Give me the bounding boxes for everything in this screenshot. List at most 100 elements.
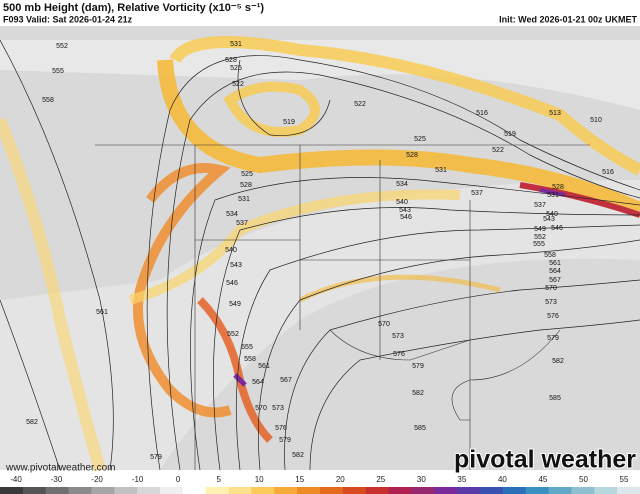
colorbar-swatch xyxy=(548,487,572,494)
colorbar-tick-label: 20 xyxy=(336,475,345,484)
geography xyxy=(95,144,590,470)
contour-label: 582 xyxy=(412,390,424,397)
contour-label: 582 xyxy=(26,419,38,426)
contour-label: 558 xyxy=(42,97,54,104)
contour-label: 561 xyxy=(549,260,561,267)
colorbar-swatch xyxy=(411,487,435,494)
contour-label: 516 xyxy=(602,169,614,176)
watermark-brand: pivotal weather xyxy=(454,446,636,474)
colorbar-swatch xyxy=(160,487,184,494)
colorbar-tick-label: 0 xyxy=(176,475,181,484)
colorbar-swatch xyxy=(388,487,412,494)
contour-label: 573 xyxy=(272,405,284,412)
contour-label: 576 xyxy=(275,425,287,432)
contour-label: 528 xyxy=(552,184,564,191)
contour-label: 546 xyxy=(400,214,412,221)
colorbar-swatch xyxy=(137,487,161,494)
contour-label: 546 xyxy=(551,225,563,232)
colorbar-tick-label: 15 xyxy=(295,475,304,484)
colorbar-tick-label: -30 xyxy=(51,475,63,484)
contour-label: 570 xyxy=(378,321,390,328)
colorbar-swatch xyxy=(297,487,321,494)
contour-label: 555 xyxy=(241,344,253,351)
contour-label: 549 xyxy=(534,226,546,233)
colorbar-tick-label: 55 xyxy=(620,475,629,484)
contour-label: 543 xyxy=(543,216,555,223)
contour-label: 525 xyxy=(230,65,242,72)
contour-label: 555 xyxy=(52,68,64,75)
contour-label: 552 xyxy=(227,331,239,338)
contour-label: 519 xyxy=(283,119,295,126)
contour-label: 525 xyxy=(241,171,253,178)
colorbar-swatch xyxy=(434,487,458,494)
contour-label: 546 xyxy=(226,280,238,287)
contour-label: 552 xyxy=(56,43,68,50)
colorbar-swatch xyxy=(457,487,481,494)
contour-label: 525 xyxy=(414,136,426,143)
colorbar-swatch xyxy=(617,487,640,494)
contour-label: 528 xyxy=(225,57,237,64)
contour-label: 516 xyxy=(476,110,488,117)
contour-label: 585 xyxy=(414,425,426,432)
colorbar-tick-label: 10 xyxy=(255,475,264,484)
contour-label: 579 xyxy=(412,363,424,370)
contour-label: 519 xyxy=(504,131,516,138)
colorbar-tick-label: 35 xyxy=(457,475,466,484)
contour-label: 540 xyxy=(396,199,408,206)
colorbar-swatch xyxy=(365,487,390,494)
colorbar-swatch xyxy=(0,487,24,494)
colorbar-tick-label: -10 xyxy=(132,475,144,484)
colorbar-swatch xyxy=(182,487,207,494)
contour-label: 537 xyxy=(471,190,483,197)
colorbar-tick-label: 25 xyxy=(376,475,385,484)
colorbar-swatch xyxy=(502,487,527,494)
colorbar: -40 -30 -20 -10 0 5 10 15 20 25 30 35 40 45 50 55 xyxy=(0,475,640,494)
colorbar-tick-label: 50 xyxy=(579,475,588,484)
colorbar-tick-label: 45 xyxy=(538,475,547,484)
height-contours xyxy=(0,39,640,471)
contour-label: 522 xyxy=(492,147,504,154)
colorbar-tick-label: -40 xyxy=(10,475,22,484)
contour-label: 561 xyxy=(96,309,108,316)
colorbar-swatch xyxy=(274,487,298,494)
colorbar-tick-label: -20 xyxy=(91,475,103,484)
contour-label: 579 xyxy=(279,437,291,444)
colorbar-swatch xyxy=(114,487,138,494)
contour-label: 534 xyxy=(396,181,408,188)
header-bg xyxy=(0,0,640,26)
contour-label: 522 xyxy=(354,101,366,108)
colorbar-tick-label: 5 xyxy=(216,475,221,484)
contour-label: 531 xyxy=(238,196,250,203)
contour-label: 552 xyxy=(534,234,546,241)
contour-label: 543 xyxy=(230,262,242,269)
contour-label: 564 xyxy=(549,268,561,275)
contour-label: 537 xyxy=(534,202,546,209)
contour-label: 567 xyxy=(549,277,561,284)
valid-time: F093 Valid: Sat 2026-01-24 21z xyxy=(3,14,133,24)
colorbar-swatch xyxy=(525,487,550,494)
colorbar-swatch xyxy=(251,487,275,494)
colorbar-swatch xyxy=(45,487,70,494)
contour-labels: 5525555585315285255225195225255285315345… xyxy=(26,41,614,461)
watermark-url: www.pivotalweather.com xyxy=(5,463,116,474)
colorbar-swatch xyxy=(320,487,344,494)
contour-label: 528 xyxy=(240,182,252,189)
contour-label: 540 xyxy=(225,247,237,254)
contour-label: 528 xyxy=(406,152,418,159)
contour-label: 576 xyxy=(393,351,405,358)
contour-label: 558 xyxy=(244,356,256,363)
contour-label: 567 xyxy=(280,377,292,384)
colorbar-swatch xyxy=(228,487,252,494)
contour-label: 531 xyxy=(435,167,447,174)
contour-label: 549 xyxy=(229,301,241,308)
colorbar-swatch xyxy=(68,487,92,494)
contour-label: 579 xyxy=(150,454,162,461)
contour-label: 510 xyxy=(590,117,602,124)
contour-label: 561 xyxy=(258,363,270,370)
colorbar-swatch xyxy=(594,487,618,494)
colorbar-swatch xyxy=(91,487,115,494)
contour-label: 570 xyxy=(255,405,267,412)
colorbar-swatch xyxy=(571,487,595,494)
colorbar-swatch xyxy=(480,487,504,494)
contour-label: 573 xyxy=(392,333,404,340)
